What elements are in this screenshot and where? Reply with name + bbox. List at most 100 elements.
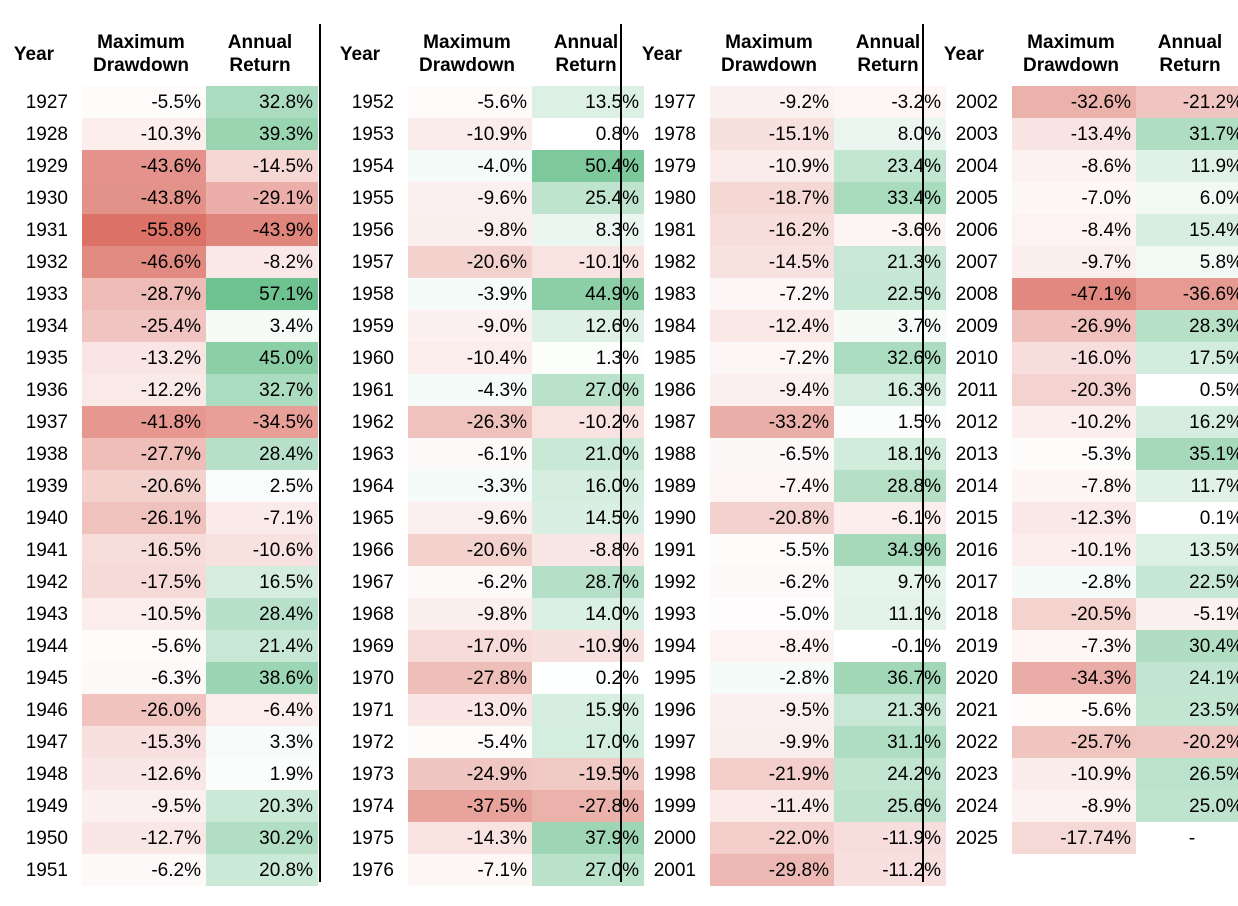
max-drawdown-cell: -5.6% [1012, 694, 1136, 726]
table-row: 1961 -4.3% 27.0% [326, 374, 644, 406]
annual-return-cell: 15.9% [532, 694, 644, 726]
annual-return-cell: 30.4% [1136, 630, 1238, 662]
year-cell: 1938 [25, 444, 68, 465]
annual-return-cell: 11.9% [1136, 150, 1238, 182]
table-panel-3: Year Maximum Drawdown Annual Return 1977 -9… [628, 26, 946, 886]
table-row: 1975 -14.3% 37.9% [326, 822, 644, 854]
year-cell: 2006 [955, 220, 998, 241]
annual-return-cell: 50.4% [532, 150, 644, 182]
annual-return-cell: -19.5% [532, 758, 644, 790]
max-drawdown-cell: -11.4% [710, 790, 834, 822]
table-row: 2000 -22.0% -11.9% [628, 822, 946, 854]
max-drawdown-cell: -10.5% [82, 598, 206, 630]
max-drawdown-cell: -9.5% [710, 694, 834, 726]
annual-return-cell: -8.2% [206, 246, 318, 278]
annual-return-cell: 3.7% [834, 310, 946, 342]
year-cell: 1973 [351, 764, 394, 785]
table-row: 2009 -26.9% 28.3% [930, 310, 1238, 342]
table-row: 1984 -12.4% 3.7% [628, 310, 946, 342]
annual-return-cell: 18.1% [834, 438, 946, 470]
table-row: 1988 -6.5% 18.1% [628, 438, 946, 470]
table-row: 1959 -9.0% 12.6% [326, 310, 644, 342]
table-row: 1945 -6.3% 38.6% [0, 662, 318, 694]
year-cell: 1996 [653, 700, 696, 721]
table-row: 2002 -32.6% -21.2% [930, 86, 1238, 118]
max-drawdown-cell: -37.5% [408, 790, 532, 822]
max-drawdown-cell: -24.9% [408, 758, 532, 790]
annual-return-cell: 21.0% [532, 438, 644, 470]
table-row: 2014 -7.8% 11.7% [930, 470, 1238, 502]
table-row: 1978 -15.1% 8.0% [628, 118, 946, 150]
max-drawdown-cell: -16.0% [1012, 342, 1136, 374]
annual-return-cell: 21.4% [206, 630, 318, 662]
annual-return-cell: 22.5% [1136, 566, 1238, 598]
annual-return-cell: -3.2% [834, 86, 946, 118]
annual-return-cell: 13.5% [532, 86, 644, 118]
table-row: 1968 -9.8% 14.0% [326, 598, 644, 630]
header-year: Year [943, 44, 985, 65]
annual-return-cell: 23.5% [1136, 694, 1238, 726]
annual-return-cell: -3.6% [834, 214, 946, 246]
max-drawdown-cell: -13.4% [1012, 118, 1136, 150]
max-drawdown-cell: -8.4% [1012, 214, 1136, 246]
annual-return-cell: 30.2% [206, 822, 318, 854]
table-row: 2022 -25.7% -20.2% [930, 726, 1238, 758]
table-row: 1996 -9.5% 21.3% [628, 694, 946, 726]
max-drawdown-cell: -7.1% [408, 854, 532, 886]
max-drawdown-cell: -5.5% [710, 534, 834, 566]
max-drawdown-cell: -12.7% [82, 822, 206, 854]
header-annual-return: Annual Return [833, 31, 943, 77]
year-cell: 1998 [653, 764, 696, 785]
max-drawdown-cell: -32.6% [1012, 86, 1136, 118]
annual-return-cell: 20.3% [206, 790, 318, 822]
annual-return-cell: 14.0% [532, 598, 644, 630]
max-drawdown-cell: -20.6% [408, 246, 532, 278]
table-row: 1958 -3.9% 44.9% [326, 278, 644, 310]
year-cell: 1971 [351, 700, 394, 721]
table-row: 1976 -7.1% 27.0% [326, 854, 644, 886]
header-annual-return: Annual Return [531, 31, 641, 77]
table-row: 1939 -20.6% 2.5% [0, 470, 318, 502]
max-drawdown-cell: -34.3% [1012, 662, 1136, 694]
annual-return-cell: 27.0% [532, 854, 644, 886]
table-header: Year Maximum Drawdown Annual Return [0, 26, 304, 86]
annual-return-cell: 5.8% [1136, 246, 1238, 278]
annual-return-cell: 26.5% [1136, 758, 1238, 790]
year-cell: 1999 [653, 796, 696, 817]
annual-return-cell: 21.3% [834, 694, 946, 726]
table-row: 2005 -7.0%6.0% [930, 182, 1238, 214]
max-drawdown-cell: -27.8% [408, 662, 532, 694]
annual-return-cell: 25.6% [834, 790, 946, 822]
header-annual-return-line1: Annual [855, 32, 921, 53]
header-max-drawdown-line1: Maximum [423, 32, 511, 53]
annual-return-cell: 25.4% [532, 182, 644, 214]
table-row: 1955 -9.6% 25.4% [326, 182, 644, 214]
year-cell: 1985 [653, 348, 696, 369]
max-drawdown-cell: -5.5% [82, 86, 206, 118]
table-row: 2018 -20.5%-5.1% [930, 598, 1238, 630]
annual-return-cell: 0.2% [532, 662, 644, 694]
annual-return-cell: 23.4% [834, 150, 946, 182]
annual-return-cell: 24.2% [834, 758, 946, 790]
annual-return-cell: 1.5% [834, 406, 946, 438]
year-cell: 1929 [25, 156, 68, 177]
header-max-drawdown-line1: Maximum [1027, 32, 1115, 53]
year-cell: 1942 [25, 572, 68, 593]
table-header: Year Maximum Drawdown Annual Return [628, 26, 932, 86]
annual-return-cell: 20.8% [206, 854, 318, 886]
annual-return-cell: -20.2% [1136, 726, 1238, 758]
table-row: 1977 -9.2% -3.2% [628, 86, 946, 118]
max-drawdown-cell: -20.6% [408, 534, 532, 566]
annual-return-cell: 32.6% [834, 342, 946, 374]
max-drawdown-cell: -9.5% [82, 790, 206, 822]
max-drawdown-cell: -6.2% [82, 854, 206, 886]
header-annual-return-line1: Annual [1157, 32, 1223, 53]
year-cell: 2011 [957, 380, 998, 401]
max-drawdown-cell: -20.6% [82, 470, 206, 502]
table-row: 1983 -7.2% 22.5% [628, 278, 946, 310]
year-cell: 1950 [25, 828, 68, 849]
annual-return-cell: 16.5% [206, 566, 318, 598]
table-row: 1982 -14.5% 21.3% [628, 246, 946, 278]
annual-return-cell: 3.3% [206, 726, 318, 758]
year-cell: 2000 [653, 828, 696, 849]
